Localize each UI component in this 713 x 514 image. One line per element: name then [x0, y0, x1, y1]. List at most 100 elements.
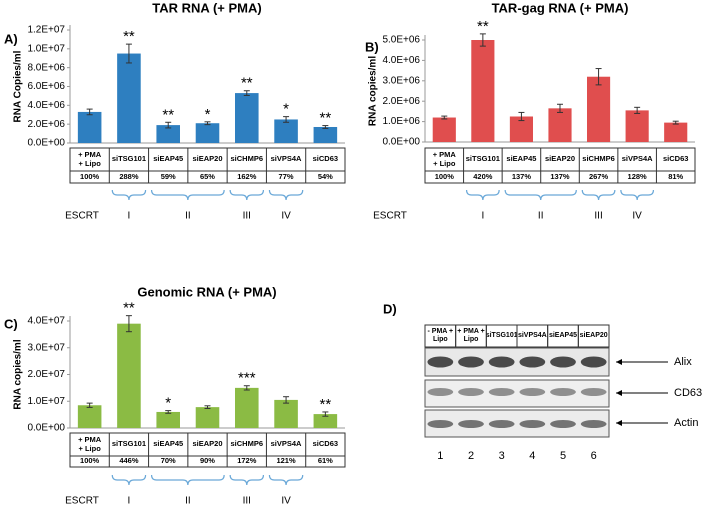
escrt-brace — [111, 474, 147, 486]
cell-text: + PMA + Lipo — [70, 433, 109, 456]
arrow-head — [616, 390, 622, 396]
error-bar — [243, 385, 250, 391]
y-tick-label: 4.0E+06 — [27, 100, 65, 111]
error-bar — [283, 116, 290, 123]
cell-text: siEAP45 — [149, 148, 188, 171]
table-cell: siTSG101 — [112, 155, 146, 163]
table-cell: siCD63 — [656, 148, 695, 171]
escrt-brace — [111, 189, 147, 201]
table-cell: 121% — [276, 457, 295, 465]
significance-label: ** — [477, 18, 489, 35]
table-cell: 100% — [80, 172, 99, 180]
bar — [77, 111, 102, 143]
cell-text: siTSG101 — [464, 148, 503, 171]
band — [458, 388, 484, 396]
table-cell: 59% — [149, 171, 188, 183]
band — [550, 356, 576, 368]
significance-label: ** — [320, 110, 332, 127]
cell-text: 59% — [149, 171, 188, 183]
table-cell: siVPS4A — [271, 440, 302, 448]
band — [488, 356, 515, 368]
panel-label: D) — [383, 301, 397, 316]
table-cell: siEAP45 — [149, 433, 188, 456]
cell-label: 61% — [317, 456, 333, 466]
cell-text: siCHMP6 — [227, 433, 266, 456]
cell-label: 100% — [434, 171, 454, 181]
panel-label: B) — [365, 39, 379, 54]
table-cell: 90% — [200, 457, 215, 465]
blot-strip — [424, 347, 610, 377]
cell-label: siCHMP6 — [582, 154, 615, 164]
significance-label: * — [205, 106, 211, 123]
escrt-brace — [465, 189, 500, 201]
band — [580, 356, 607, 368]
significance-label: ** — [241, 75, 253, 92]
bar — [548, 108, 572, 142]
cell-text: 128% — [618, 171, 657, 183]
escrt-brace — [268, 474, 304, 486]
escrt-group-label: I — [128, 211, 131, 222]
significance-label: ** — [123, 300, 135, 317]
lane-number: 1 — [437, 450, 443, 462]
cell-label: 77% — [278, 171, 294, 181]
bar — [235, 387, 259, 428]
table-cell: 267% — [579, 171, 618, 183]
y-tick-label: 4.0E+06 — [382, 55, 420, 66]
cell-label: 54% — [317, 171, 333, 181]
table-cell: siCD63 — [306, 433, 345, 456]
escrt-brace — [504, 189, 577, 201]
table-cell: siCHMP6 — [231, 155, 264, 163]
y-tick-label: 3.0E+07 — [27, 342, 65, 353]
lane-number: 6 — [591, 450, 597, 462]
escrt-brace — [620, 189, 655, 201]
significance-label: ** — [162, 106, 174, 123]
table-cell: + PMA + Lipo — [70, 433, 109, 456]
cell-label: siCD63 — [312, 439, 339, 449]
lane-label: siVPS4A — [517, 331, 547, 339]
escrt-brace — [150, 474, 225, 486]
lane-label: - PMA + Lipo — [427, 327, 454, 343]
error-bar — [165, 410, 172, 414]
cell-text: 446% — [109, 456, 148, 467]
cell-text: siCD63 — [306, 433, 345, 456]
cell-text: 54% — [306, 171, 345, 183]
cell-text: 162% — [227, 171, 266, 183]
lane-label: siEAP20 — [579, 331, 608, 339]
table-cell: siEAP45 — [149, 148, 188, 171]
cell-text: 267% — [579, 171, 618, 183]
error-bar — [283, 396, 290, 404]
escrt-group-label: III — [594, 211, 602, 222]
cell-label: siEAP45 — [153, 154, 184, 164]
table-cell: siVPS4A — [618, 148, 657, 171]
cell-label: + PMA + Lipo — [78, 434, 102, 453]
chart-title: Genomic RNA (+ PMA) — [137, 284, 276, 299]
bar — [195, 407, 220, 428]
escrt-brace — [150, 189, 225, 201]
arrow-head — [616, 359, 622, 365]
cell-text: siVPS4A — [266, 148, 305, 171]
bar — [509, 116, 533, 142]
table-cell: 162% — [227, 171, 266, 183]
cell-label: siVPS4A — [621, 154, 653, 164]
cell-text: siEAP45 — [149, 433, 188, 456]
bar — [117, 323, 141, 428]
lane-number: 3 — [499, 450, 505, 462]
bar — [117, 53, 141, 143]
cell-text: siCD63 — [656, 148, 695, 171]
band — [519, 420, 546, 428]
cell-label: siVPS4A — [270, 154, 302, 164]
cell-label: 288% — [119, 171, 139, 181]
table-cell: siVPS4A — [266, 148, 305, 171]
y-tick-label: 0.0E+00 — [27, 138, 65, 149]
cell-label: 172% — [237, 456, 257, 466]
escrt-brace — [268, 189, 304, 201]
escrt-brace — [581, 189, 616, 201]
cell-text: siVPS4A — [618, 148, 657, 171]
y-tick-label: 8.0E+06 — [27, 62, 65, 73]
lane-number: 4 — [529, 450, 535, 462]
table-cell: siTSG101 — [464, 148, 503, 171]
table-cell: siEAP20 — [545, 155, 575, 163]
bar — [274, 399, 298, 428]
significance-label: * — [283, 101, 289, 118]
